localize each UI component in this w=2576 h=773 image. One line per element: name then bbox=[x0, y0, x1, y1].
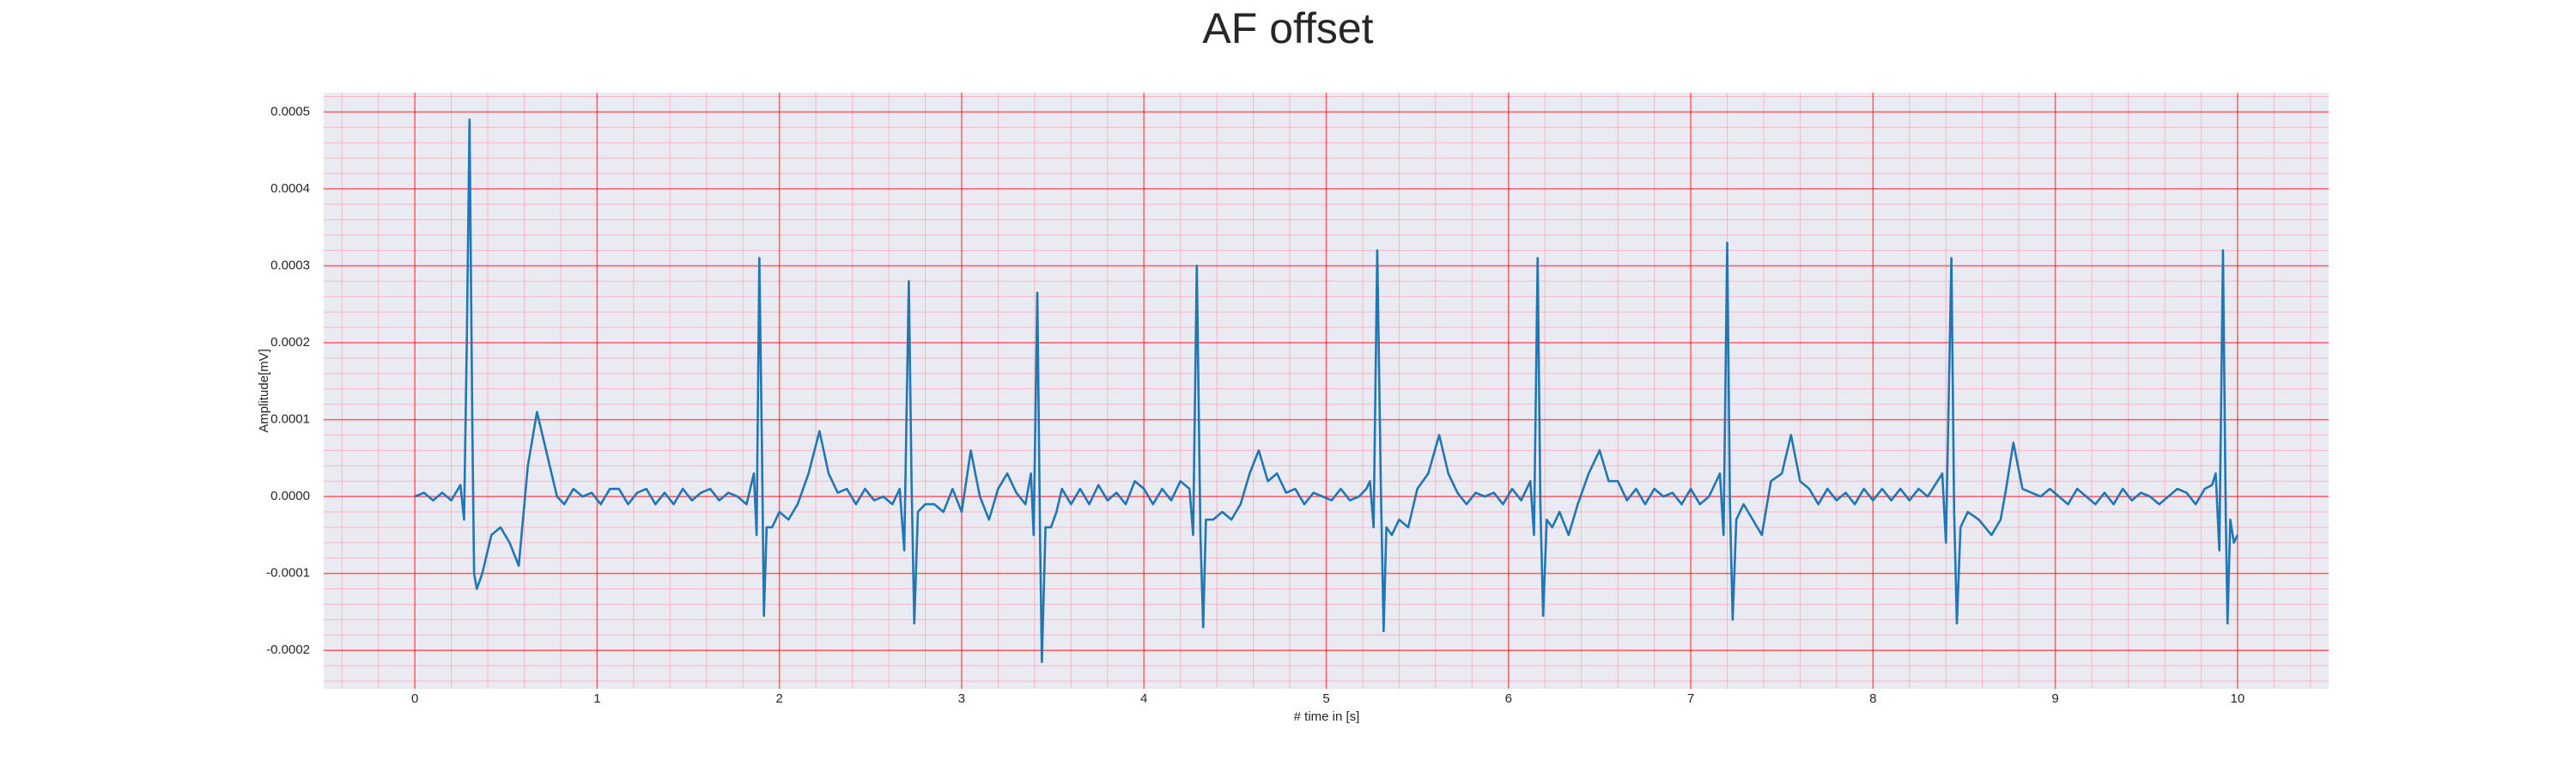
x-tick-label: 4 bbox=[1140, 691, 1147, 706]
x-tick-label: 10 bbox=[2231, 691, 2245, 706]
x-tick-label: 6 bbox=[1505, 691, 1512, 706]
x-axis-label: # time in [s] bbox=[1294, 709, 1360, 724]
x-tick-label: 1 bbox=[593, 691, 600, 706]
y-tick-label: 0.0005 bbox=[270, 104, 310, 119]
x-tick-label: 3 bbox=[958, 691, 965, 706]
y-tick-label: -0.0001 bbox=[266, 566, 310, 581]
x-tick-label: 9 bbox=[2051, 691, 2058, 706]
x-tick-label: 7 bbox=[1687, 691, 1694, 706]
y-tick-label: 0.0000 bbox=[270, 489, 310, 503]
y-tick-label: -0.0002 bbox=[266, 642, 310, 657]
y-tick-label: 0.0001 bbox=[270, 412, 310, 427]
x-tick-label: 2 bbox=[776, 691, 783, 706]
y-tick-label: 0.0004 bbox=[270, 181, 310, 196]
y-tick-label: 0.0002 bbox=[270, 335, 310, 350]
x-tick-label: 5 bbox=[1322, 691, 1329, 706]
data-line bbox=[414, 119, 2239, 663]
y-tick-label: 0.0003 bbox=[270, 258, 310, 272]
x-tick-label: 0 bbox=[411, 691, 418, 706]
x-tick-label: 8 bbox=[1869, 691, 1876, 706]
chart-title: AF offset bbox=[1202, 4, 1373, 52]
y-axis-label: Amplitude[mV] bbox=[257, 349, 271, 433]
